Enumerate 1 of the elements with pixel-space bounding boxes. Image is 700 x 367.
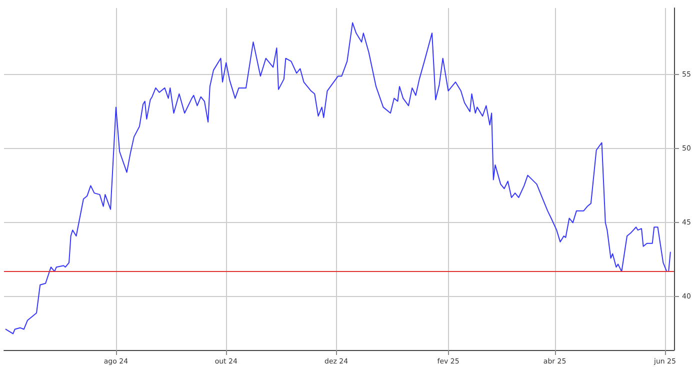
line-series	[5, 22, 671, 334]
